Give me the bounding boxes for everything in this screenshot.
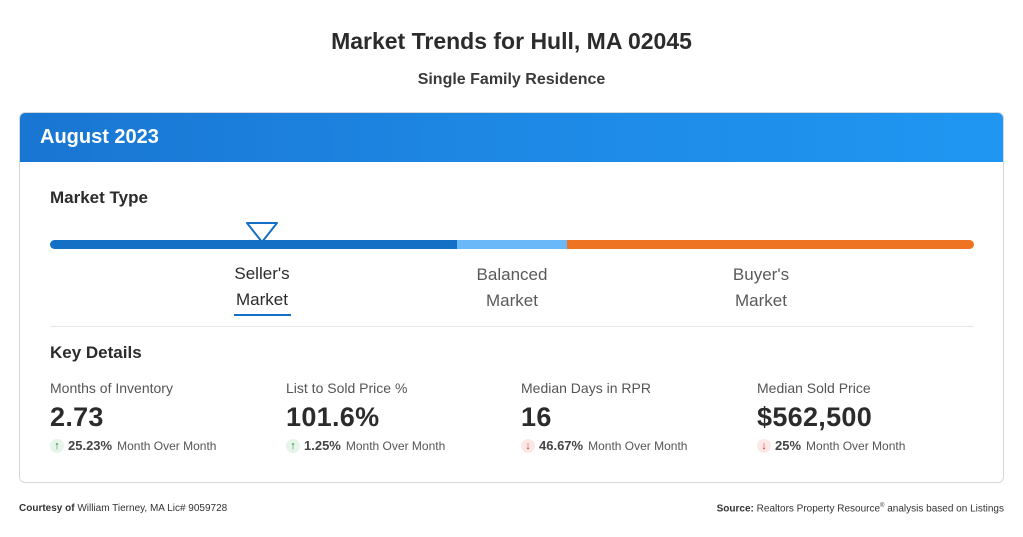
buyer-label-line1: Buyer's xyxy=(732,265,790,284)
buyer-label-line2: Market xyxy=(735,291,787,310)
metric-change: ↑ 1.25% Month Over Month xyxy=(286,438,506,453)
metric-label: Months of Inventory xyxy=(50,380,173,396)
change-period: Month Over Month xyxy=(345,438,446,453)
buyer-market-label: Buyer's Market xyxy=(711,262,811,314)
market-type-bar xyxy=(50,240,974,249)
market-position-marker-icon xyxy=(246,222,278,243)
metric-label: Median Sold Price xyxy=(757,380,871,396)
seller-market-segment xyxy=(50,240,457,249)
seller-market-label: Seller's Market xyxy=(222,261,302,316)
balanced-label-line2: Market xyxy=(486,291,538,310)
metric-median-days-in-rpr: Median Days in RPR 16 ↓ 46.67% Month Ove… xyxy=(521,380,741,453)
metric-label: Median Days in RPR xyxy=(521,380,651,396)
metric-months-of-inventory: Months of Inventory 2.73 ↑ 25.23% Month … xyxy=(50,380,270,453)
registered-mark: ® xyxy=(880,503,885,509)
active-market-underline xyxy=(233,314,291,316)
arrow-up-icon: ↑ xyxy=(286,438,300,453)
courtesy-label: Courtesy of xyxy=(19,503,75,514)
metric-median-sold-price: Median Sold Price $562,500 ↓ 25% Month O… xyxy=(757,380,977,453)
metric-list-to-sold-price: List to Sold Price % 101.6% ↑ 1.25% Mont… xyxy=(286,380,506,453)
metric-value: $562,500 xyxy=(757,402,873,432)
metric-value: 2.73 xyxy=(50,402,104,432)
source-label: Source: xyxy=(716,503,754,515)
balanced-market-segment xyxy=(457,240,567,249)
change-period: Month Over Month xyxy=(117,438,217,453)
change-percent: 46.67% xyxy=(539,438,584,453)
balanced-market-label: Balanced Market xyxy=(462,262,562,314)
change-period: Month Over Month xyxy=(806,438,906,453)
buyer-market-segment xyxy=(567,240,974,249)
market-trends-card: August 2023 Market Type Seller's Market … xyxy=(19,112,1004,483)
change-percent: 25.23% xyxy=(68,438,113,453)
arrow-up-icon: ↑ xyxy=(50,438,64,453)
arrow-down-icon: ↓ xyxy=(521,438,535,453)
metric-value: 16 xyxy=(521,402,552,432)
change-percent: 1.25% xyxy=(304,438,341,453)
source-text: Realtors Property Resource xyxy=(756,503,881,515)
source-footer: Source: Realtors Property Resource® anal… xyxy=(717,503,1004,514)
metric-label: List to Sold Price % xyxy=(286,380,408,396)
arrow-down-icon: ↓ xyxy=(757,438,771,453)
metric-value: 101.6% xyxy=(286,402,380,432)
change-period: Month Over Month xyxy=(588,438,688,453)
market-type-heading: Market Type xyxy=(50,188,148,207)
metric-change: ↑ 25.23% Month Over Month xyxy=(50,438,270,453)
metric-change: ↓ 25% Month Over Month xyxy=(757,438,977,453)
page-subtitle: Single Family Residence xyxy=(417,71,606,88)
section-divider xyxy=(50,326,974,327)
balanced-label-line1: Balanced xyxy=(476,265,548,284)
page-title: Market Trends for Hull, MA 02045 xyxy=(331,28,692,54)
period-header: August 2023 xyxy=(20,113,1003,162)
change-percent: 25% xyxy=(775,438,802,453)
courtesy-footer: Courtesy of William Tierney, MA Lic# 905… xyxy=(19,503,227,514)
courtesy-text: William Tierney, MA Lic# 9059728 xyxy=(77,503,228,514)
source-text-end: analysis based on Listings xyxy=(887,503,1004,515)
seller-label-line2: Market xyxy=(236,290,288,309)
seller-label-line1: Seller's xyxy=(234,264,290,283)
key-details-heading: Key Details xyxy=(50,343,142,362)
metric-change: ↓ 46.67% Month Over Month xyxy=(521,438,741,453)
